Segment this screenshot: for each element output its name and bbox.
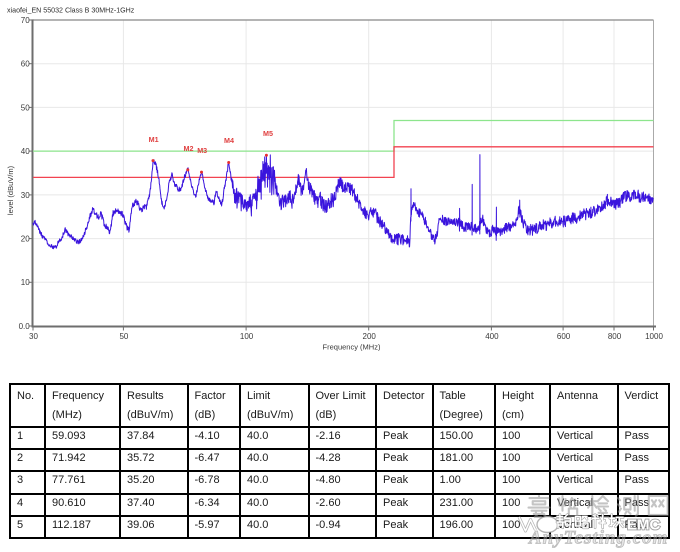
svg-text:40: 40 [21, 147, 30, 156]
svg-text:M3: M3 [197, 146, 207, 155]
svg-text:xiaofei_EN 55032 Class B 30MHz: xiaofei_EN 55032 Class B 30MHz-1GHz [7, 7, 135, 15]
svg-text:M5: M5 [263, 129, 273, 138]
svg-text:Frequency (MHz): Frequency (MHz) [323, 343, 381, 352]
svg-text:200: 200 [363, 332, 377, 341]
svg-text:600: 600 [557, 332, 571, 341]
svg-text:M4: M4 [224, 136, 234, 145]
svg-text:30: 30 [29, 332, 38, 341]
svg-text:50: 50 [119, 332, 128, 341]
svg-text:70: 70 [21, 16, 30, 25]
svg-text:10: 10 [21, 278, 30, 287]
svg-text:30: 30 [21, 191, 30, 200]
svg-text:1000: 1000 [645, 332, 663, 341]
svg-text:50: 50 [21, 103, 30, 112]
svg-text:60: 60 [21, 60, 30, 69]
svg-text:20: 20 [21, 235, 30, 244]
svg-text:100: 100 [240, 332, 254, 341]
svg-text:level (dBuV/m): level (dBuV/m) [6, 165, 15, 215]
svg-text:400: 400 [485, 332, 499, 341]
svg-text:M1: M1 [149, 135, 159, 144]
svg-text:M2: M2 [184, 144, 194, 153]
svg-text:800: 800 [608, 332, 622, 341]
svg-text:0.0: 0.0 [19, 322, 31, 331]
